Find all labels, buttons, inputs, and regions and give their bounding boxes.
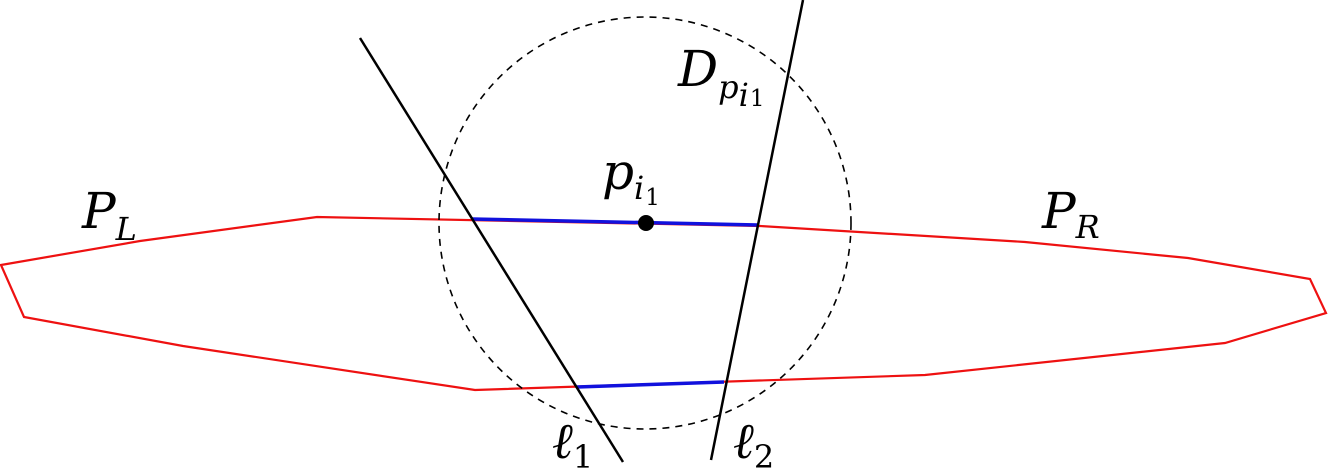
polygon-outline [0, 215, 1328, 392]
label-disk: Dpi1 [677, 40, 764, 114]
line-l2 [709, 0, 805, 461]
disk-circle [438, 16, 852, 430]
line-l1 [358, 37, 625, 463]
point-marker [638, 215, 654, 231]
label-line-l2: ℓ2 [733, 412, 774, 472]
blue-segment-top [471, 217, 759, 227]
label-line-l1: ℓ1 [552, 412, 593, 472]
label-point: pi1 [602, 143, 660, 211]
label-polygon-right: PR [1041, 182, 1100, 246]
blue-segment-bottom [576, 380, 725, 389]
label-polygon-left: PL [81, 182, 137, 248]
